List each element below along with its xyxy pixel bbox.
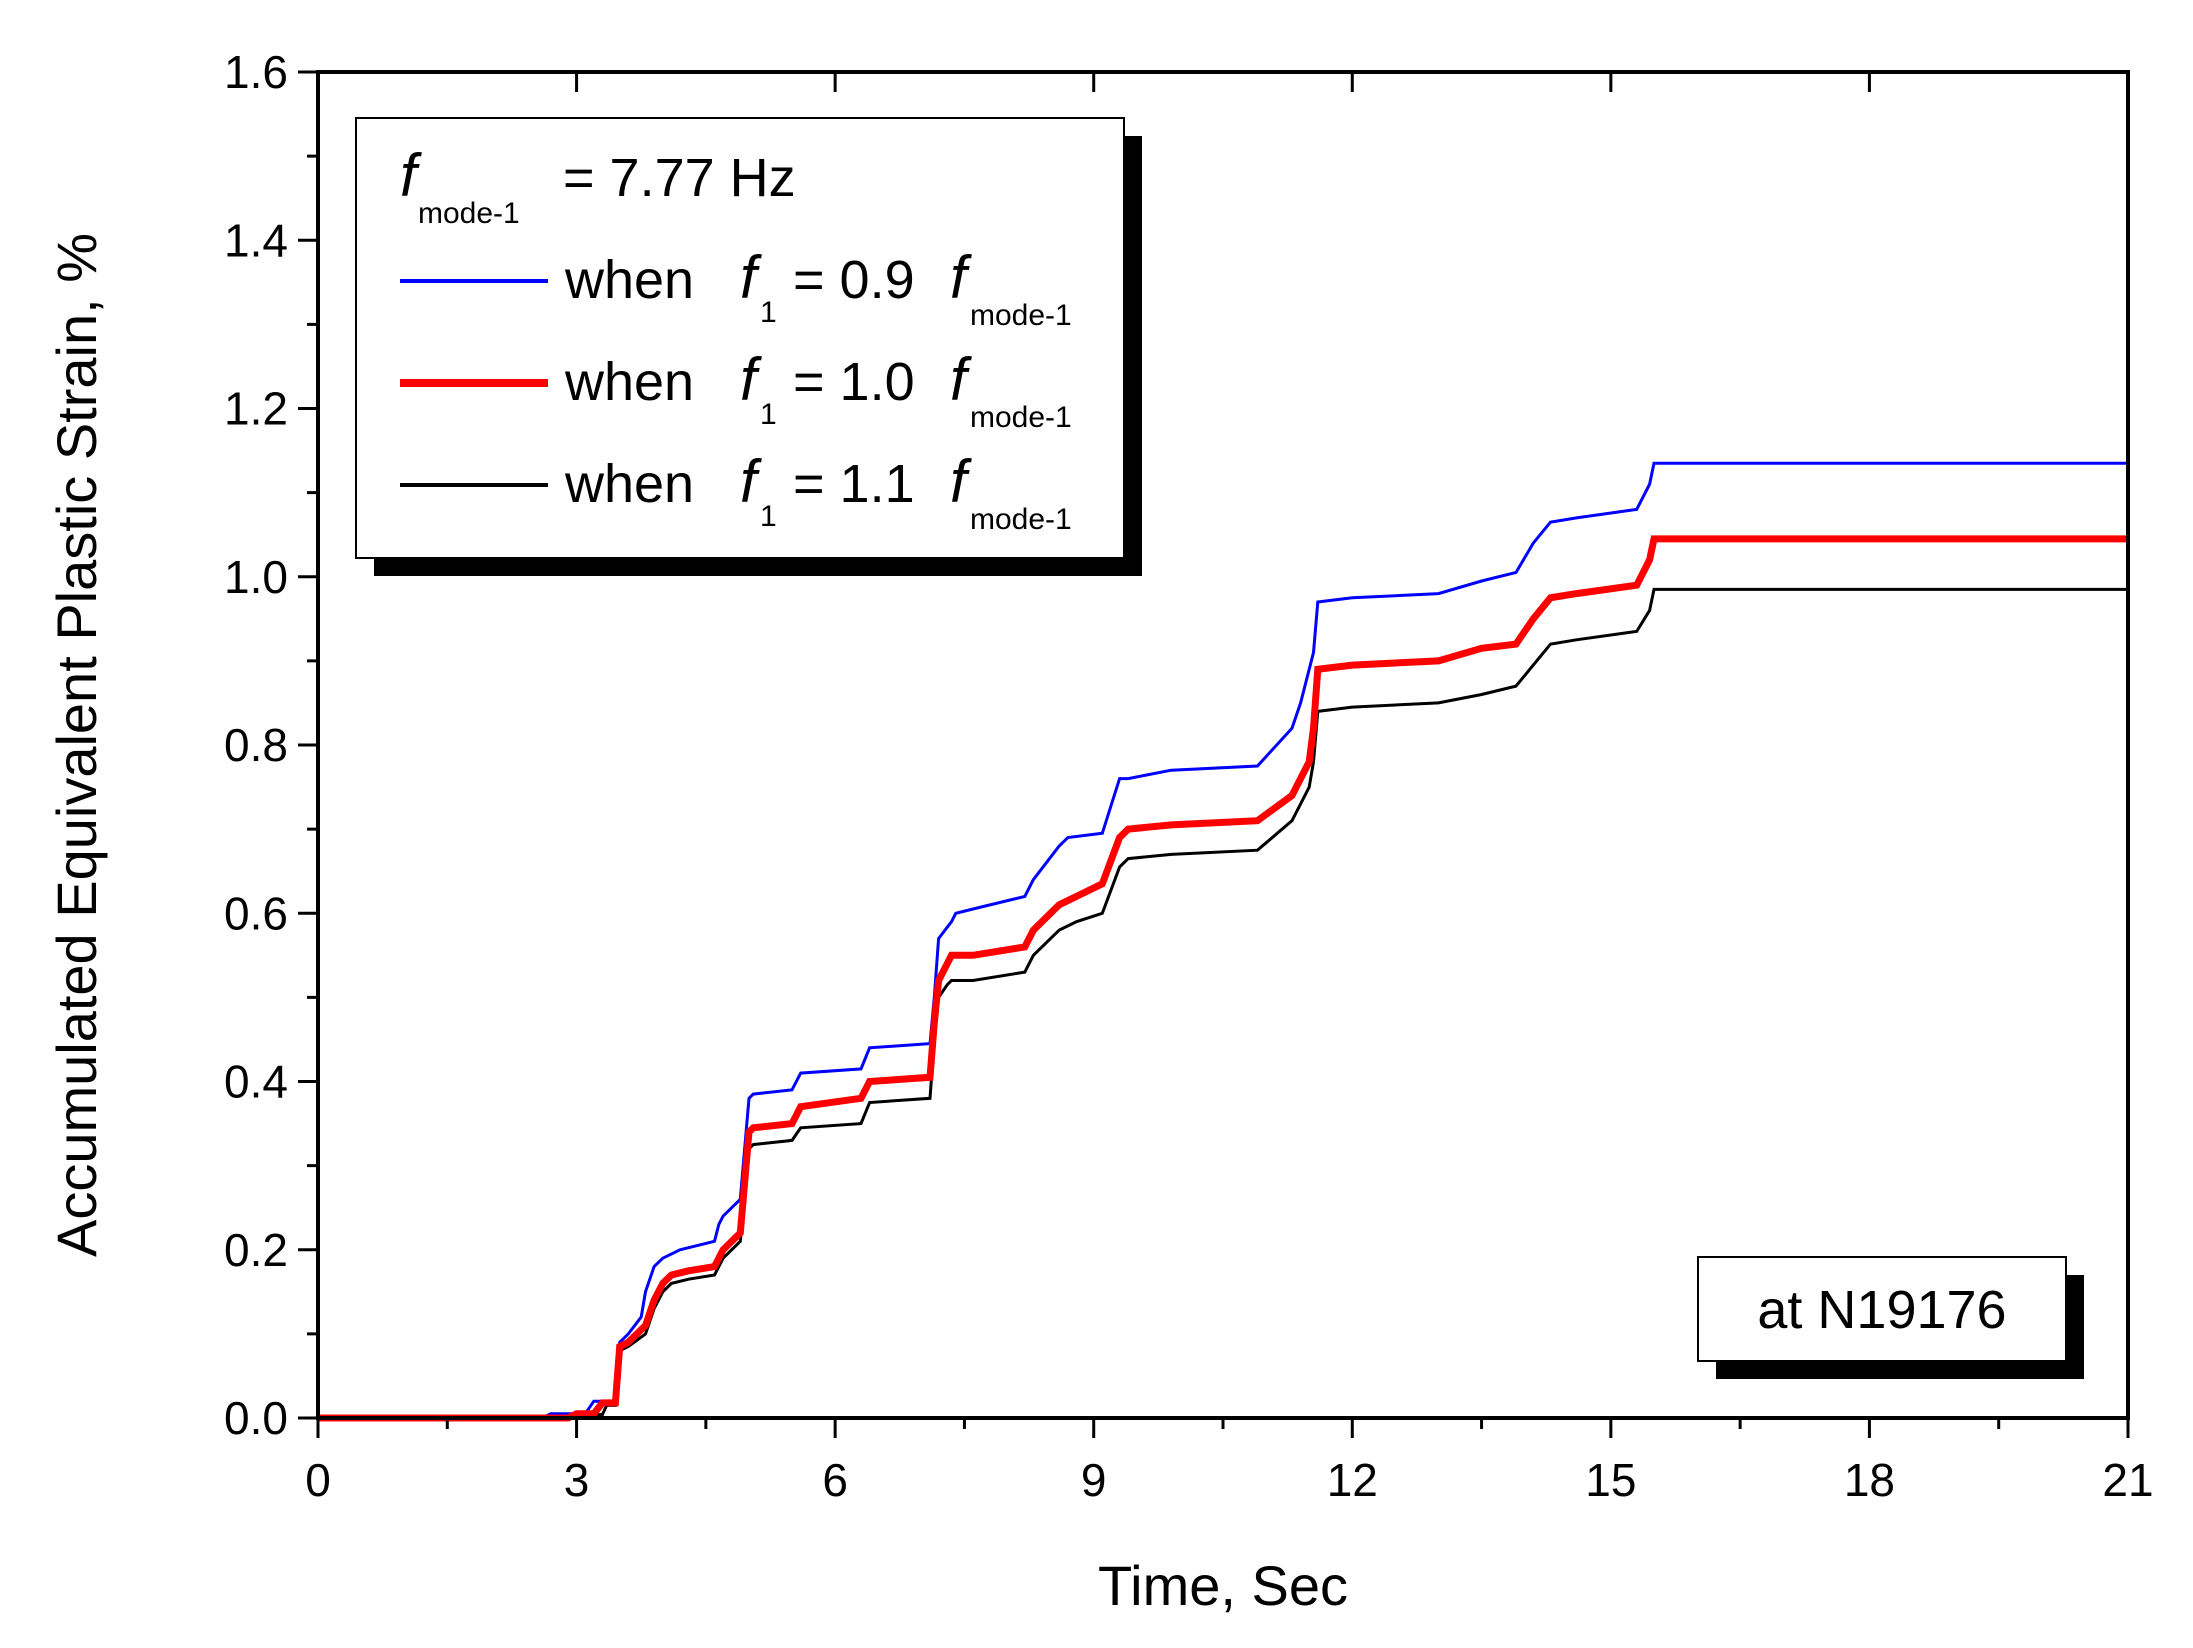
- y-tick-label: 0.8: [224, 719, 288, 771]
- legend-label-eq: = 1.0: [793, 352, 915, 412]
- x-tick-label: 0: [305, 1454, 331, 1506]
- legend-entry-blue: when f 1 = 0.9 f mode-1: [400, 244, 1072, 332]
- series-layer: [318, 461, 2128, 1422]
- legend-label-f2: f: [950, 346, 972, 413]
- annotation: at N19176: [1697, 1256, 2084, 1379]
- legend-label-when: when: [564, 454, 694, 514]
- y-tick-label: 1.2: [224, 383, 288, 435]
- ticks-layer: 0 3 6 9 12 15 18 21 0.0 0.2 0.4 0.6 0.8 1.0 1.2 1.4 1.6: [224, 46, 2154, 1506]
- y-tick-label: 1.0: [224, 551, 288, 603]
- x-tick-label: 18: [1844, 1454, 1895, 1506]
- legend-label-sub2: mode-1: [970, 299, 1072, 332]
- x-tick-label: 3: [564, 1454, 590, 1506]
- x-axis-title: Time, Sec: [1098, 1554, 1348, 1617]
- x-tick-label: 15: [1585, 1454, 1636, 1506]
- y-tick-label: 0.6: [224, 887, 288, 939]
- legend-label-f2: f: [950, 448, 972, 515]
- legend-label-f: f: [740, 244, 762, 311]
- y-tick-label: 0.0: [224, 1392, 288, 1444]
- legend-entry-red: when f 1 = 1.0 f mode-1: [400, 346, 1072, 434]
- annotation-text: at N19176: [1757, 1280, 2006, 1340]
- legend-label-sub1: 1: [760, 500, 777, 533]
- y-tick-label: 1.6: [224, 46, 288, 98]
- y-tick-label: 1.4: [224, 214, 288, 266]
- legend-entry-black: when f 1 = 1.1 f mode-1: [400, 448, 1072, 536]
- y-tick-label: 0.4: [224, 1056, 288, 1108]
- x-tick-label: 12: [1327, 1454, 1378, 1506]
- legend-label-eq: = 1.1: [793, 454, 915, 514]
- legend-label-f: f: [740, 448, 762, 515]
- y-tick-label: 0.2: [224, 1224, 288, 1276]
- y-axis-title: Accumulated Equivalent Plastic Strain, %: [45, 233, 108, 1257]
- x-tick-label: 6: [822, 1454, 848, 1506]
- x-tick-label: 9: [1081, 1454, 1107, 1506]
- annotation-box: [1697, 1256, 2067, 1362]
- legend-label-when: when: [564, 250, 694, 310]
- legend: f mode-1 = 7.77 Hz when f 1 = 0.9 f mode…: [355, 117, 1142, 576]
- legend-label-when: when: [564, 352, 694, 412]
- legend-label-sub2: mode-1: [970, 401, 1072, 434]
- x-tick-label: 21: [2102, 1454, 2153, 1506]
- legend-header-subscript: mode-1: [418, 197, 520, 230]
- legend-header-text: = 7.77 Hz: [563, 148, 796, 208]
- legend-label-f2: f: [950, 244, 972, 311]
- series-line-1: [318, 535, 2128, 1422]
- legend-label-sub1: 1: [760, 398, 777, 431]
- legend-label-sub1: 1: [760, 296, 777, 329]
- legend-label-sub2: mode-1: [970, 503, 1072, 536]
- legend-header: f mode-1 = 7.77 Hz: [400, 142, 796, 230]
- series-line-0: [318, 461, 2128, 1420]
- legend-label-f: f: [740, 346, 762, 413]
- legend-header-symbol: f: [400, 142, 422, 209]
- legend-label-eq: = 0.9: [793, 250, 915, 310]
